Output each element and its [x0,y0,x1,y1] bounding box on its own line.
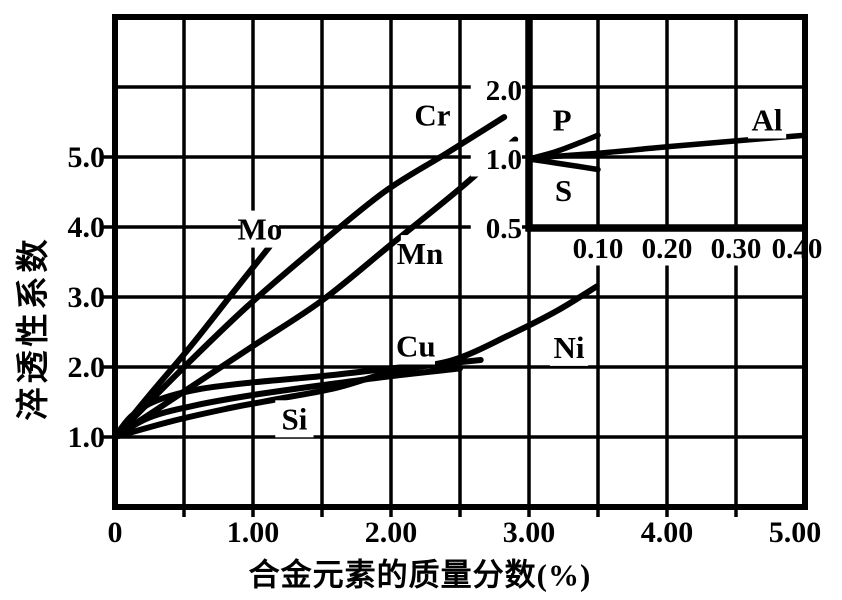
series-label-si-bg [275,400,314,438]
main-tick-labels: 1.02.03.04.05.00 1.00 2.00 3.00 4.00 5.00 [68,141,822,549]
main-curves [112,114,600,440]
x-tick-1.00: 1.00 [227,516,280,549]
y-tick-3.0: 3.0 [68,281,106,314]
series-labels: Mo Cr Mn Cu Si Ni PS Al [238,96,787,438]
x-tick-3.00: 3.00 [503,516,556,549]
inset-y-tick-2.0: 2.0 [486,75,522,107]
inset-tick-labels: 0.5 1.0 2.0 0.10 0.20 0.30 0.40 [470,72,831,266]
inset-x-tick-0.20-bg [633,230,701,266]
inset-x-tick-0.30: 0.30 [711,233,762,265]
inset-y-tick-0.5: 0.5 [486,213,522,245]
y-tick-2.0: 2.0 [68,351,106,384]
series-label-s-bg [552,171,575,209]
curve-si [112,365,463,440]
inset-y-tick-0.5-bg [470,210,522,246]
series-label-s: S [555,173,572,208]
main-grid [115,17,805,507]
inset-x-tick-0.10-bg [564,230,632,266]
inset-curves [526,132,808,173]
series-label-cr-bg [413,96,452,134]
series-label-al: Al [752,103,783,138]
series-label-cu: Cu [396,329,436,364]
y-tick-5.0: 5.0 [68,141,106,174]
series-label-ni-bg [549,328,589,366]
series-label-al-bg [747,101,787,139]
series-label-p: P [553,103,572,138]
inset-x-tick-0.10: 0.10 [573,233,624,265]
series-label-mn: Mn [397,236,444,271]
curve-cr [112,114,508,440]
series-label-mn-bg [400,235,440,273]
x-axis-title: 合金元素的质量分数(%) [248,557,592,593]
series-label-p-bg [551,101,574,139]
curve-ni [112,283,600,440]
x-tick-2.00: 2.00 [365,516,418,549]
inset-x-tick-0.40-bg [763,230,831,266]
curve-al [526,132,808,161]
inset-x-tick-0.20: 0.20 [642,233,693,265]
y-axis-title: 淬透性系数 [16,235,52,421]
inset-y-tick-2.0-bg [470,72,522,108]
inset-y-tick-1.0-bg [470,141,522,177]
series-label-mo: Mo [238,212,283,247]
y-tick-4.0: 4.0 [68,211,106,244]
x-tick-0: 0 [108,516,123,549]
x-tick-5.00: 5.00 [769,516,822,549]
series-label-si: Si [281,401,307,436]
series-label-mo-bg [240,210,280,248]
x-tick-4.00: 4.00 [641,516,694,549]
inset-x-tick-0.40: 0.40 [772,233,823,265]
curve-s [526,156,601,173]
series-label-cu-bg [396,327,435,365]
inset-y-tick-1.0: 1.0 [486,144,522,176]
y-tick-1.0: 1.0 [68,421,106,454]
inset-x-tick-0.30-bg [702,230,770,266]
chart-frame [112,14,808,510]
inset-axes [525,17,808,232]
series-label-ni: Ni [554,330,585,365]
series-label-cr: Cr [414,98,450,133]
